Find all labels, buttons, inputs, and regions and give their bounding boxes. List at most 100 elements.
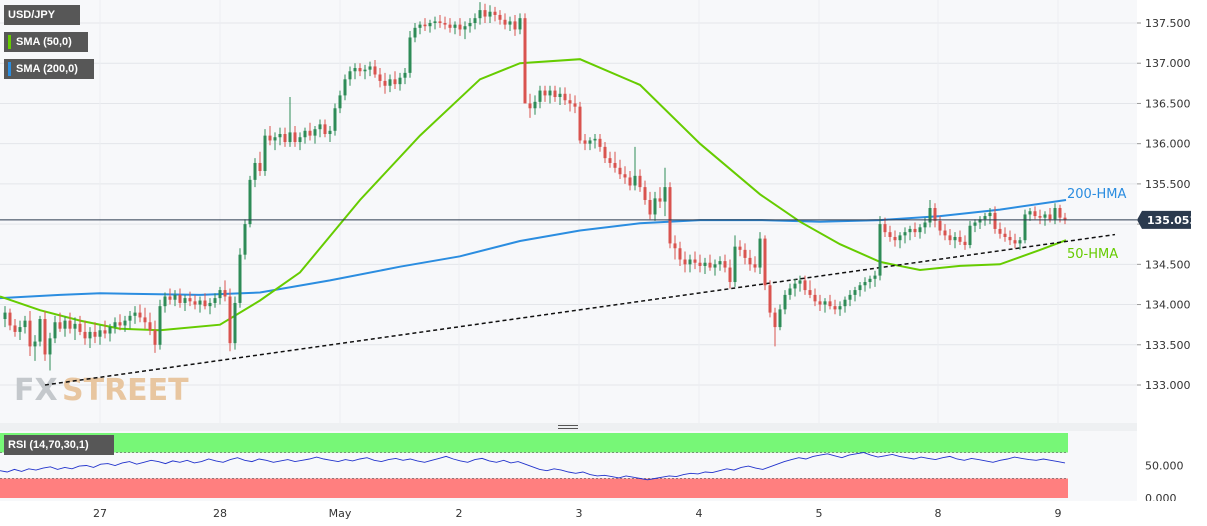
candle-body — [313, 129, 317, 136]
candle — [643, 180, 647, 205]
candle-body — [618, 167, 622, 175]
candle-body — [178, 294, 182, 303]
candle — [248, 175, 252, 228]
candle-body — [663, 187, 667, 202]
current-price-tag-shape — [1137, 210, 1191, 229]
candle — [958, 230, 962, 246]
panel-resize-handle[interactable] — [558, 425, 578, 429]
candle-body — [413, 27, 417, 38]
candle-body — [868, 278, 872, 283]
sma200-swatch — [8, 62, 11, 76]
candle — [63, 316, 67, 337]
candle — [533, 95, 537, 115]
candle-body — [58, 322, 62, 329]
candle-body — [308, 130, 312, 136]
candle — [813, 288, 817, 307]
candle — [318, 119, 322, 138]
candle — [253, 158, 257, 188]
sma200-legend[interactable]: SMA (200,0) — [4, 59, 94, 79]
candle-body — [708, 262, 712, 268]
candle — [838, 301, 842, 316]
candle-body — [943, 230, 947, 236]
candle — [378, 68, 382, 88]
candle — [698, 254, 702, 273]
candles — [3, 2, 1067, 371]
candle-body — [213, 298, 217, 303]
candle-body — [358, 68, 362, 72]
candle — [703, 257, 707, 274]
candle — [918, 224, 922, 239]
candle-body — [738, 246, 742, 250]
candle — [743, 243, 747, 265]
candle-body — [898, 235, 902, 241]
candle-body — [533, 101, 537, 109]
candle — [373, 60, 377, 78]
price-tick-label: 133.000 — [1145, 379, 1191, 392]
candle-body — [758, 238, 762, 268]
candle — [448, 18, 452, 33]
candle — [588, 137, 592, 151]
rsi-line — [0, 452, 1066, 481]
candle-body — [623, 174, 627, 178]
candle — [168, 288, 172, 305]
candle-body — [878, 224, 882, 276]
sma50-legend[interactable]: SMA (50,0) — [4, 32, 88, 52]
candle-body — [388, 79, 392, 86]
candle-body — [923, 222, 927, 228]
time-tick-label: 28 — [213, 507, 227, 520]
candle — [548, 85, 552, 104]
candle — [798, 275, 802, 292]
candle — [983, 212, 987, 226]
candle — [433, 16, 437, 30]
candle — [723, 254, 727, 273]
candle — [763, 235, 767, 291]
candle — [923, 217, 927, 234]
candle — [223, 280, 227, 302]
candle-body — [1018, 240, 1022, 244]
candle — [908, 225, 912, 241]
candle — [608, 151, 612, 168]
candle — [788, 283, 792, 300]
candle — [948, 228, 952, 246]
candle-body — [83, 331, 87, 339]
candle-body — [348, 71, 352, 80]
candle-body — [598, 138, 602, 147]
candle-body — [638, 175, 642, 188]
candle-body — [973, 222, 977, 226]
candle — [953, 232, 957, 249]
candle-body — [763, 238, 767, 286]
candle-body — [828, 301, 832, 307]
candle-body — [918, 227, 922, 233]
candle — [633, 146, 637, 191]
candle — [58, 312, 62, 332]
rsi-legend[interactable]: RSI (14,70,30,1) — [4, 435, 114, 455]
candle-body — [148, 322, 152, 331]
candle — [273, 132, 277, 151]
candle — [573, 95, 577, 114]
candle-body — [128, 315, 132, 321]
candle — [438, 14, 442, 28]
candle-body — [328, 130, 332, 135]
candle — [793, 278, 797, 297]
candle — [258, 151, 262, 176]
candle — [463, 21, 467, 40]
candle-body — [813, 294, 817, 302]
watermark-street: STREET — [62, 373, 189, 408]
candle-body — [993, 212, 997, 229]
candle-body — [443, 23, 447, 25]
candle-body — [338, 95, 342, 109]
candle — [208, 298, 212, 315]
candle-body — [368, 66, 372, 70]
candle — [628, 171, 632, 191]
candle — [18, 320, 22, 340]
candle — [1018, 236, 1022, 250]
candle — [873, 270, 877, 287]
candle-body — [433, 21, 437, 23]
symbol-legend[interactable]: USD/JPY — [4, 5, 80, 25]
candle — [288, 97, 292, 147]
candle-body — [418, 24, 422, 28]
price-tick-label: 137.000 — [1145, 57, 1191, 70]
panel-divider[interactable] — [0, 423, 1137, 431]
candle-body — [113, 322, 117, 328]
